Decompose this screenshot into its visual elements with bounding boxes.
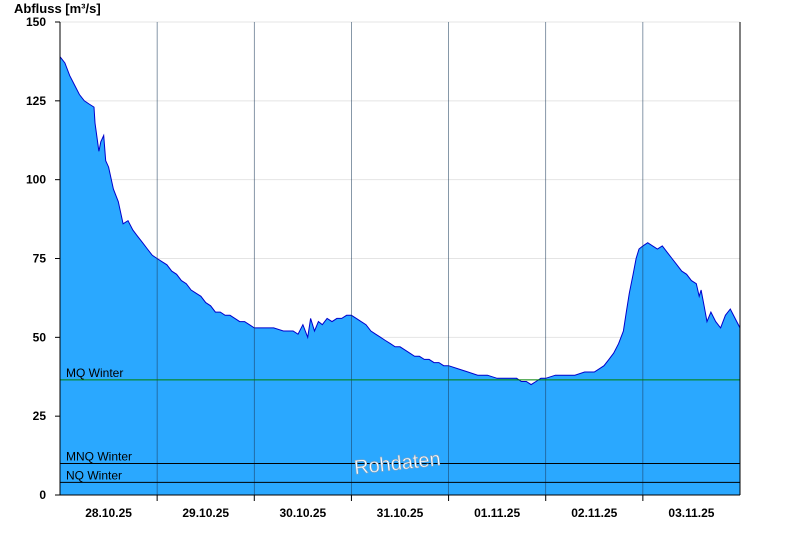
x-tick-label: 29.10.25 (182, 506, 229, 520)
x-tick-label: 28.10.25 (85, 506, 132, 520)
y-tick-label: 25 (33, 409, 47, 423)
reference-line-label: MQ Winter (66, 366, 123, 380)
y-tick-label: 75 (33, 252, 47, 266)
y-tick-label: 125 (26, 94, 46, 108)
reference-line-label: MNQ Winter (66, 449, 132, 463)
x-tick-label: 31.10.25 (377, 506, 424, 520)
y-tick-label: 150 (26, 15, 46, 29)
x-tick-label: 02.11.25 (571, 506, 617, 520)
y-axis-label: Abfluss [m³/s] (14, 1, 101, 16)
y-tick-label: 50 (33, 330, 47, 344)
y-tick-label: 100 (26, 173, 46, 187)
x-tick-label: 03.11.25 (668, 506, 714, 520)
reference-line-label: NQ Winter (66, 468, 122, 482)
x-tick-label: 30.10.25 (279, 506, 326, 520)
series-area (60, 56, 740, 495)
y-tick-label: 0 (39, 488, 46, 502)
x-tick-label: 01.11.25 (474, 506, 520, 520)
